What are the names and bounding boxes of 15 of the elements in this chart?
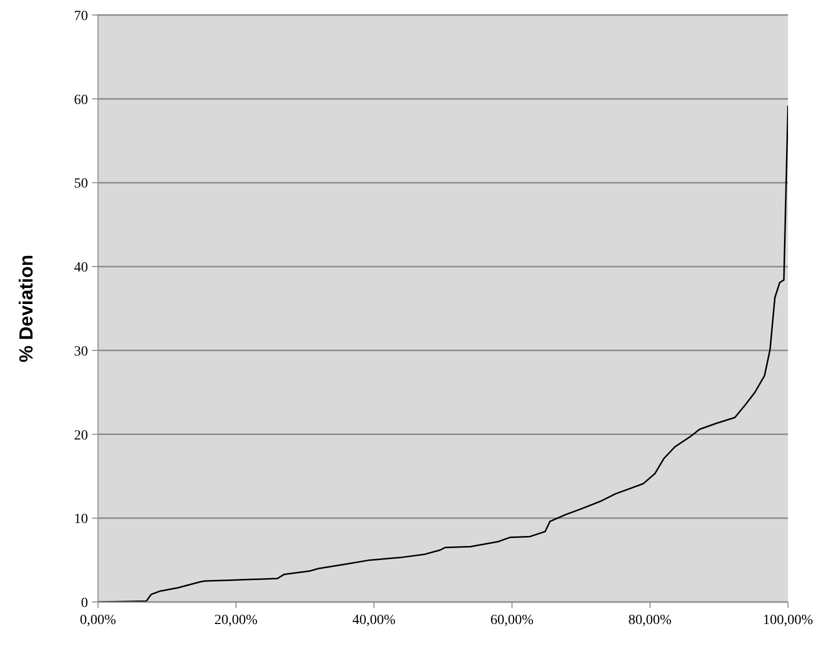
y-tick-label: 50	[74, 176, 88, 192]
y-tick-label: 30	[74, 344, 88, 360]
x-tick-label: 0,00%	[80, 612, 116, 628]
y-axis-title: % Deviation	[16, 254, 38, 362]
y-tick-label: 60	[74, 92, 88, 108]
x-tick-label: 40,00%	[352, 612, 396, 628]
x-tick-label: 60,00%	[490, 612, 534, 628]
y-tick-label: 70	[74, 8, 88, 24]
y-tick-label: 20	[74, 428, 88, 444]
x-tick-label: 80,00%	[628, 612, 672, 628]
x-tick-label: 100,00%	[762, 612, 814, 628]
y-tick-label: 40	[74, 260, 88, 276]
y-tick-label: 0	[81, 596, 88, 611]
x-tick-label: 20,00%	[214, 612, 258, 628]
y-tick-label: 10	[74, 512, 88, 528]
